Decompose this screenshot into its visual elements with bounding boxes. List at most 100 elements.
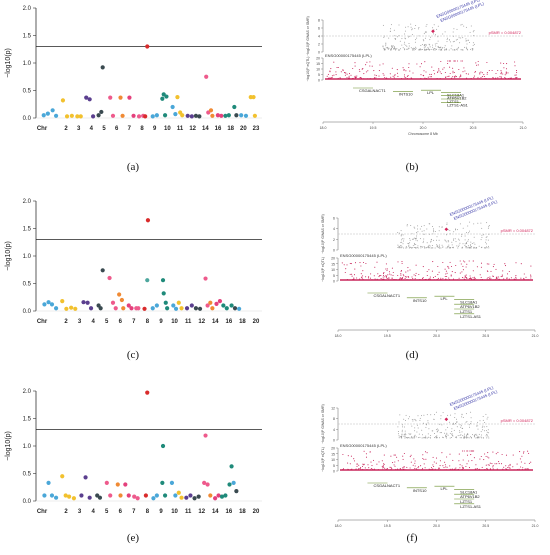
psmr-label: pSMR = 0.004872 (489, 30, 522, 35)
gwas-snp-point (412, 247, 413, 249)
eqtl-snp-point (438, 271, 440, 273)
gwas-snp-point (478, 436, 480, 438)
eqtl-snp-point (391, 267, 393, 269)
gene-label: INTS10 (413, 298, 427, 303)
gwas-snp-point (411, 247, 413, 249)
gwas-snp-point (485, 239, 487, 241)
chrom-x-tick-label: 20.5 (482, 334, 489, 338)
eqtl-snp-point (474, 70, 477, 73)
snp-point (53, 306, 59, 311)
eqtl-snp-point (381, 460, 383, 462)
gwas-snp-point (437, 36, 439, 38)
snp-point (189, 303, 194, 308)
eqtl-snp-point (424, 467, 426, 469)
gwas-snp-point (464, 243, 466, 245)
gwas-snp-point (414, 46, 416, 48)
gwas-snp-point (400, 235, 402, 237)
eqtl-snp-point (349, 262, 351, 265)
eqtl-snp-point (486, 278, 488, 280)
gwas-snp-point (436, 431, 438, 433)
eqtl-snp-point (445, 270, 447, 272)
gwas-snp-point (429, 46, 431, 48)
gwas-snp-point (433, 33, 434, 35)
eqtl-snp-point (384, 467, 386, 469)
eqtl-snp-point (503, 466, 505, 468)
gwas-snp-point (439, 423, 441, 425)
eqtl-snp-point (449, 72, 451, 75)
gwas-snp-point (483, 234, 485, 236)
x-tick-label: 12 (198, 319, 205, 325)
eqtl-snp-point (479, 458, 481, 460)
gwas-snp-point (432, 247, 434, 249)
eqtl-snp-point (390, 274, 392, 276)
eqtl-snp-point (397, 460, 399, 462)
chrom-x-tick-label: 21.0 (520, 126, 527, 130)
gwas-snp-point (436, 428, 438, 430)
eqtl-snp-point (402, 458, 404, 460)
gwas-snp-point (428, 49, 430, 51)
gwas-snp-point (428, 43, 430, 45)
eqtl-snp-point (335, 71, 337, 73)
gwas-snp-point (421, 415, 422, 417)
gwas-snp-point (410, 437, 412, 439)
eqtl-snp-point (472, 277, 474, 279)
gwas-snp-point (405, 26, 407, 28)
gwas-snp-point (382, 24, 384, 26)
eqtl-snp-point (403, 466, 405, 469)
gene-label: LPL (427, 90, 435, 95)
gwas-snp-point (439, 247, 441, 249)
eqtl-snp-point (498, 463, 500, 465)
eqtl-snp-point (366, 61, 368, 63)
gwas-snp-point (414, 430, 416, 432)
gwas-snp-point (430, 36, 431, 38)
x-tick-label: 18 (227, 126, 234, 132)
eqtl-snp-point (437, 71, 439, 73)
manhattan-chart-a: 0.00.51.01.52.0−log10(p)Chr 2 3 4 5 6 7 8 9 10 11 1… (5, 6, 262, 132)
eqtl-snp-point (426, 270, 428, 273)
eqtl-snp-point (386, 269, 388, 271)
eqtl-snp-point (462, 260, 465, 262)
eqtl-snp-point (367, 70, 369, 72)
snp-point (87, 97, 92, 102)
eqtl-snp-point (489, 462, 491, 464)
gwas-snp-point (423, 422, 424, 424)
eqtl-snp-point (392, 75, 394, 77)
gwas-snp-point (464, 46, 465, 48)
eqtl-snp-point (419, 66, 421, 68)
gwas-snp-point (400, 48, 401, 50)
gwas-snp-point (456, 49, 458, 51)
eqtl-snp-point (467, 450, 469, 452)
gwas-snp-point (411, 419, 413, 420)
eqtl-snp-point (502, 270, 504, 272)
eqtl-snp-point (503, 62, 505, 65)
gwas-snp-point (457, 246, 459, 247)
x-tick-label: 4 (91, 319, 95, 325)
eqtl-snp-point (330, 68, 332, 70)
eqtl-snp-point (431, 66, 433, 68)
gwas-snp-point (447, 245, 449, 247)
snp-point (170, 104, 175, 110)
x-tick-label: 10 (171, 509, 178, 515)
eqtl-snp-point (465, 73, 467, 75)
gwas-snp-point (385, 47, 387, 49)
eqtl-snp-point (487, 464, 489, 466)
gwas-snp-point (426, 414, 428, 416)
eqtl-snp-point (342, 70, 344, 72)
gwas-snp-point (436, 435, 438, 437)
gwas-snp-point (464, 245, 466, 246)
snp-point (252, 113, 257, 118)
eqtl-snp-point (391, 278, 393, 280)
snp-point (49, 302, 55, 307)
eqtl-snp-point (461, 450, 464, 452)
eqtl-snp-point (391, 67, 393, 69)
gwas-snp-point (417, 437, 419, 439)
eqtl-snp-point (407, 270, 409, 272)
eqtl-snp-point (426, 452, 428, 454)
gwas-snp-point (480, 239, 482, 241)
eqtl-snp-point (490, 278, 492, 280)
snp-point (84, 95, 89, 100)
eqtl-snp-point (354, 65, 356, 67)
eqtl-snp-point (492, 451, 494, 453)
eqtl-snp-point (474, 71, 476, 73)
eqtl-snp-point (378, 75, 380, 77)
